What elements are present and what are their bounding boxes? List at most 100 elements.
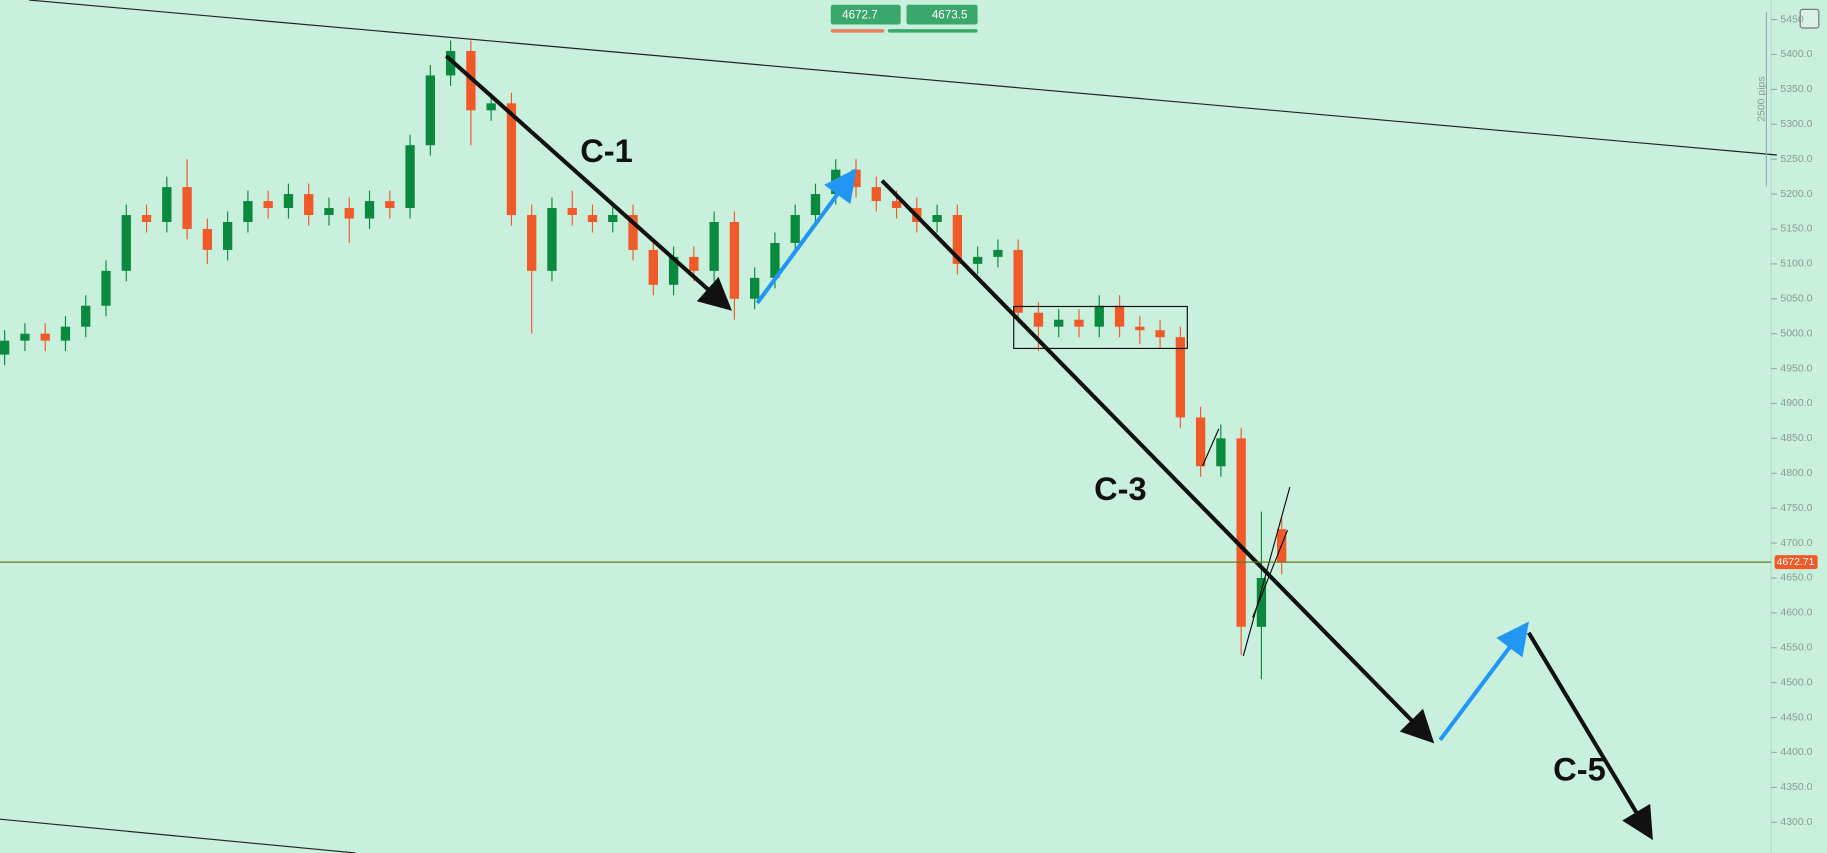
buy-button[interactable] (906, 4, 978, 25)
candle-body (932, 215, 942, 222)
candle-body (324, 208, 334, 216)
candle-body (81, 305, 91, 327)
candle-body (1256, 577, 1267, 627)
y-tick-label: 4350.0 (1780, 782, 1812, 793)
trend-line (0, 818, 356, 853)
candle-body (121, 215, 131, 271)
candle-body (993, 249, 1003, 257)
y-tick-label: 5150.0 (1780, 224, 1812, 235)
y-tick-label: 5100.0 (1780, 259, 1812, 270)
candle-body (506, 103, 517, 216)
last-price-tag (1774, 555, 1818, 570)
y-tick-label: 4600.0 (1780, 608, 1812, 619)
candle-body (628, 215, 638, 250)
y-tick-label: 5300.0 (1780, 119, 1812, 130)
candle-body (851, 169, 861, 188)
candle-body (445, 50, 456, 76)
annotation: C-3 (1094, 470, 1147, 507)
candle-body (1195, 417, 1206, 467)
candle-body (202, 228, 213, 250)
candle-body (182, 187, 192, 229)
sell-price: 4672.7 (842, 8, 878, 21)
candle-body (1074, 319, 1084, 327)
candle-body (263, 201, 273, 209)
candle-body (1013, 249, 1023, 313)
candle-body (1135, 326, 1145, 331)
candle-body (486, 103, 496, 111)
y-tick-label: 4950.0 (1780, 363, 1812, 374)
candle-body (1094, 305, 1104, 327)
candle-body (243, 201, 253, 222)
buy-bar (887, 29, 978, 33)
candle-body (810, 194, 821, 216)
candle-body (952, 215, 963, 264)
candle-body (567, 208, 577, 216)
candle-body (222, 221, 233, 250)
candle-body (405, 145, 415, 209)
candle-body (283, 194, 294, 209)
candle-body (40, 333, 50, 341)
y-tick-label: 5350.0 (1780, 84, 1812, 95)
y-tick-label: 4400.0 (1780, 747, 1812, 758)
y-tick-label: 4550.0 (1780, 643, 1812, 654)
candle-body (141, 215, 152, 222)
y-tick-label: 5450 (1780, 14, 1803, 25)
arrow (1526, 631, 1653, 841)
candle-body (1033, 312, 1044, 327)
trade-widget[interactable]: 4672.7 4673.5 (830, 4, 978, 33)
y-tick-label: 5050.0 (1780, 294, 1812, 305)
candle-body (304, 194, 314, 216)
candle-body (709, 221, 719, 271)
candle-body (385, 201, 395, 209)
y-tick-label: 5200.0 (1780, 189, 1812, 200)
candle-body (0, 340, 10, 355)
sell-bar (830, 29, 885, 33)
y-tick-label: 4500.0 (1780, 677, 1812, 688)
candle-body (1114, 305, 1125, 327)
candle-body (60, 326, 71, 341)
candle-body (750, 277, 760, 299)
y-tick-label: 4700.0 (1780, 538, 1812, 549)
candle-body (871, 187, 881, 202)
candle-body (729, 221, 740, 299)
candle-body (608, 215, 618, 222)
candle-body (20, 333, 30, 341)
y-tick-label: 5250.0 (1780, 154, 1812, 165)
sell-button[interactable] (830, 4, 901, 25)
candle-body (162, 187, 172, 222)
trend-line (29, 0, 1777, 156)
candle-body (527, 215, 537, 271)
buy-price: 4673.5 (932, 8, 968, 21)
candle-body (668, 256, 679, 285)
candle-body (1236, 438, 1246, 627)
candle-body (466, 50, 476, 111)
candle-body (364, 201, 375, 219)
candle-body (891, 201, 902, 209)
last-price-label: 4672.71 (1777, 557, 1815, 568)
candle-body (101, 270, 111, 306)
popout-button[interactable] (1799, 8, 1820, 29)
candle-body (547, 208, 557, 271)
range-label: 2500 pips (1757, 76, 1768, 121)
y-tick-label: 4450.0 (1780, 712, 1812, 723)
arrow (755, 168, 857, 305)
candle-body (972, 256, 983, 264)
y-tick-label: 4850.0 (1780, 433, 1812, 444)
candle-body (1216, 438, 1226, 467)
y-tick-label: 4900.0 (1780, 398, 1812, 409)
candle-body (689, 256, 699, 271)
candle-body (1155, 330, 1165, 338)
candle-body (425, 75, 435, 146)
arrow (444, 54, 732, 311)
arrow (1438, 621, 1529, 742)
y-tick-label: 4650.0 (1780, 573, 1812, 584)
candle-body (770, 242, 780, 278)
candle-body (587, 215, 598, 222)
candle-body (790, 215, 800, 243)
range-box (1013, 305, 1188, 350)
candle-body (344, 208, 354, 219)
y-tick-label: 4800.0 (1780, 468, 1812, 479)
candle-body (648, 249, 658, 285)
